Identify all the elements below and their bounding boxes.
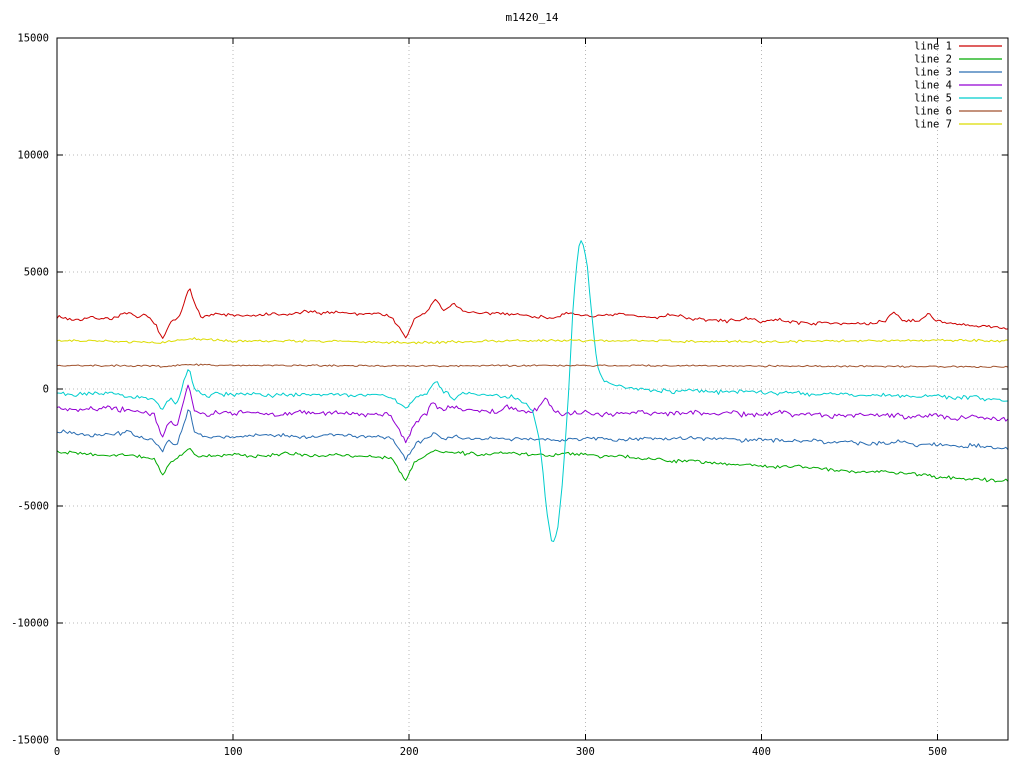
- series-line-7: [57, 337, 1008, 345]
- legend-label: line 4: [914, 80, 952, 92]
- series-line-5: [57, 240, 1008, 542]
- y-tick-label: 15000: [17, 33, 49, 45]
- series-line-2: [57, 448, 1008, 483]
- legend-label: line 6: [914, 106, 952, 118]
- legend-label: line 5: [914, 93, 952, 105]
- legend-label: line 3: [914, 67, 952, 79]
- x-tick-label: 200: [400, 746, 419, 758]
- chart-title: m1420_14: [506, 11, 559, 24]
- x-tick-label: 0: [54, 746, 60, 758]
- series-line-6: [57, 363, 1008, 368]
- y-tick-label: -5000: [17, 501, 49, 513]
- tick-labels-layer: 0 100 200 300 400 500 -15000 -10000 -5000 0 5000 10…: [11, 33, 947, 759]
- y-tick-label: -10000: [11, 618, 49, 630]
- y-tick-label: 5000: [24, 267, 49, 279]
- legend-label: line 2: [914, 54, 952, 66]
- y-tick-label: 10000: [17, 150, 49, 162]
- x-tick-label: 300: [576, 746, 595, 758]
- series-layer: [57, 240, 1008, 542]
- y-tick-label: 0: [43, 384, 49, 396]
- legend-label: line 7: [914, 119, 952, 131]
- y-tick-label: -15000: [11, 735, 49, 747]
- x-tick-label: 400: [752, 746, 771, 758]
- x-tick-label: 500: [928, 746, 947, 758]
- series-line-1: [57, 288, 1008, 339]
- x-tick-label: 100: [224, 746, 243, 758]
- axes-layer: [56, 37, 1009, 741]
- legend-label: line 1: [914, 41, 952, 53]
- grid-layer: [56, 37, 1008, 741]
- series-line-3: [57, 409, 1008, 461]
